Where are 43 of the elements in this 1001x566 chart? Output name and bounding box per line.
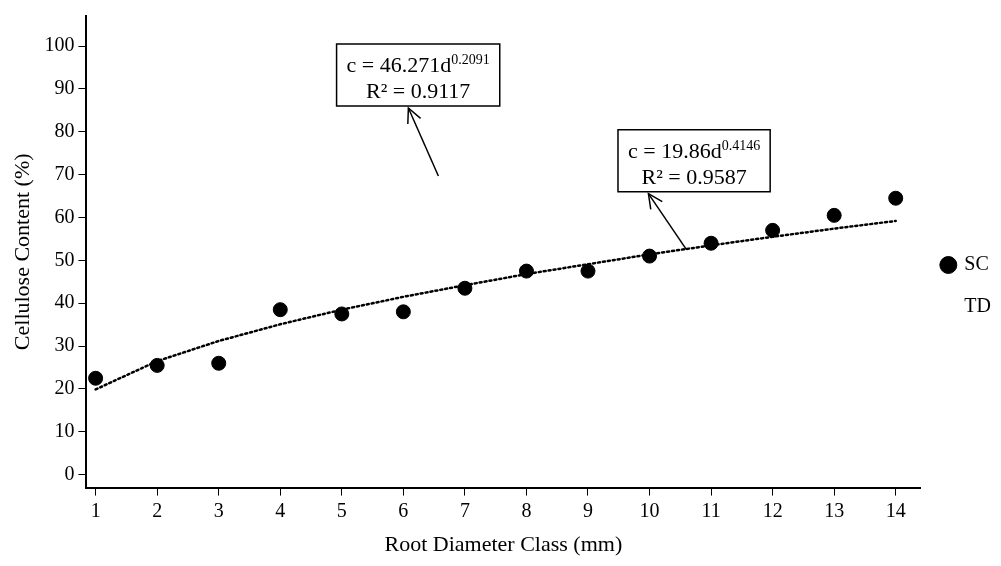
x-tick-label: 8 xyxy=(521,498,532,521)
y-tick-label: 70 xyxy=(54,161,75,184)
y-tick-label: 10 xyxy=(54,419,75,442)
x-tick-label: 5 xyxy=(336,498,347,521)
legend-label: SC xyxy=(964,252,989,275)
text: TD xyxy=(964,294,992,317)
x-tick-label: 13 xyxy=(824,498,845,521)
x-tick-label: 6 xyxy=(398,498,409,521)
y-tick-label: 90 xyxy=(54,76,75,99)
point xyxy=(149,357,165,373)
y-tick-label: 40 xyxy=(54,290,75,313)
y-tick-label: 100 xyxy=(44,33,75,56)
x-tick-label: 12 xyxy=(762,498,783,521)
point xyxy=(457,280,473,296)
point xyxy=(826,207,842,223)
x-tick-label: 2 xyxy=(152,498,163,521)
point xyxy=(518,263,534,279)
point xyxy=(272,302,288,318)
point xyxy=(642,248,658,264)
x-tick-label: 1 xyxy=(90,498,101,521)
point xyxy=(765,222,781,238)
point xyxy=(580,263,596,279)
x-tick-label: 7 xyxy=(459,498,470,521)
y-tick-label: 20 xyxy=(54,376,75,399)
point xyxy=(703,235,719,251)
y-tick-label: 50 xyxy=(54,247,75,270)
x-tick-label: 14 xyxy=(885,498,906,521)
y-tick-label: 60 xyxy=(54,204,75,227)
y-tick-label: 80 xyxy=(54,119,75,142)
point xyxy=(888,190,904,206)
x-tick-label: 9 xyxy=(582,498,593,521)
x-tick-label: 4 xyxy=(275,498,286,521)
x-tick-label: 3 xyxy=(213,498,224,521)
y-axis-title: Cellulose Content (%) xyxy=(8,153,34,351)
point xyxy=(88,370,104,386)
x-axis-title: Root Diameter Class (mm) xyxy=(384,530,623,556)
point xyxy=(211,355,227,371)
x-tick-label: 10 xyxy=(639,498,660,521)
point xyxy=(334,306,350,322)
y-tick-label: 0 xyxy=(64,461,75,484)
point xyxy=(395,304,411,320)
y-tick-label: 30 xyxy=(54,333,75,356)
x-tick-label: 11 xyxy=(701,498,721,521)
